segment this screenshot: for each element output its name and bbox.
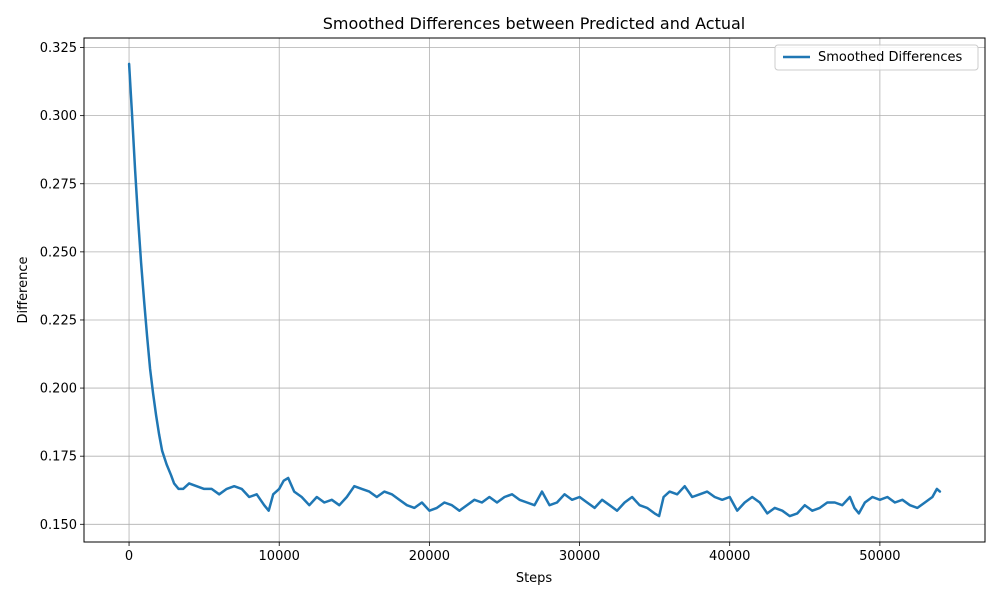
y-tick-label: 0.200 bbox=[40, 382, 77, 397]
legend: Smoothed Differences bbox=[774, 44, 979, 71]
chart-title: Smoothed Differences between Predicted a… bbox=[323, 14, 746, 33]
y-tick-label: 0.300 bbox=[40, 109, 77, 124]
x-tick-label: 10000 bbox=[259, 549, 300, 564]
x-axis-ticks: 0 10000 20000 30000 40000 50000 bbox=[125, 542, 901, 564]
grid-lines bbox=[84, 38, 985, 542]
plot-frame bbox=[83, 37, 986, 543]
y-axis-label: Difference bbox=[16, 256, 31, 323]
x-tick-label: 20000 bbox=[409, 549, 450, 564]
y-tick-label: 0.250 bbox=[40, 245, 77, 260]
y-tick-label: 0.150 bbox=[40, 518, 77, 533]
x-tick-label: 30000 bbox=[559, 549, 600, 564]
x-tick-label: 50000 bbox=[859, 549, 900, 564]
y-tick-label: 0.175 bbox=[40, 450, 77, 465]
legend-box bbox=[774, 44, 979, 71]
x-axis-label: Steps bbox=[516, 571, 553, 586]
y-tick-label: 0.275 bbox=[40, 177, 77, 192]
x-tick-label: 40000 bbox=[709, 549, 750, 564]
legend-label-smoothed-differences: Smoothed Differences bbox=[818, 50, 963, 65]
series-line-smoothed-differences bbox=[127, 62, 942, 518]
x-tick-label: 0 bbox=[125, 549, 133, 564]
series-layer bbox=[127, 62, 942, 518]
y-tick-label: 0.225 bbox=[40, 313, 77, 328]
y-axis-ticks: 0.150 0.175 0.200 0.225 0.250 0.275 0.300 0.325 bbox=[40, 41, 84, 533]
y-tick-label: 0.325 bbox=[40, 41, 77, 56]
